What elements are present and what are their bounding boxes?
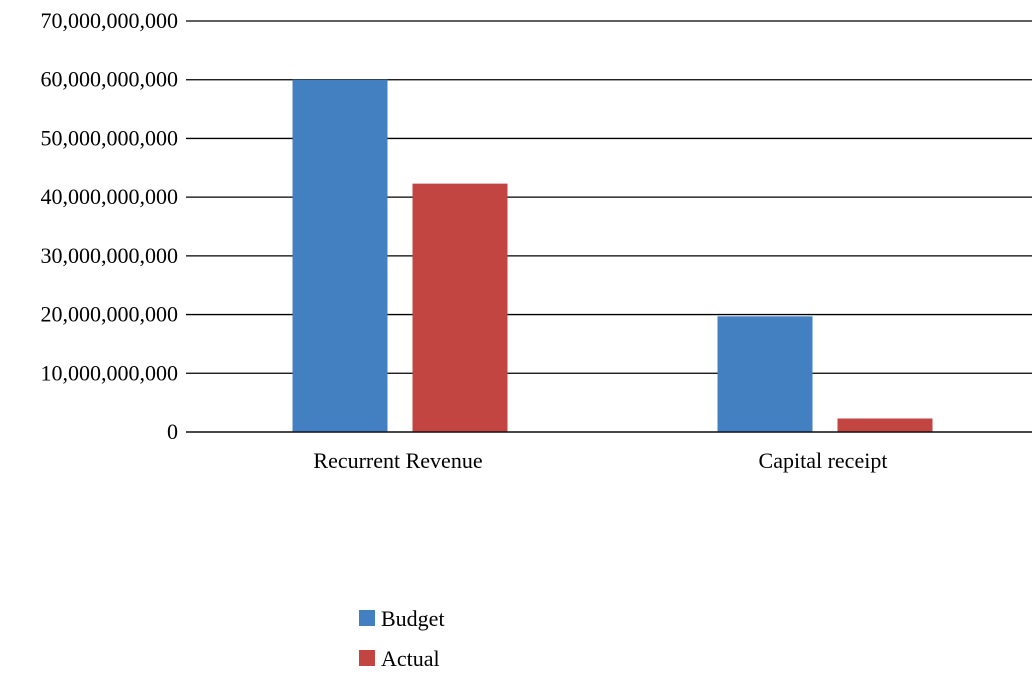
bars (292, 79, 933, 432)
category-label: Capital receipt (759, 448, 888, 473)
bar-budget-capital-receipt (717, 316, 813, 432)
legend-label: Budget (381, 606, 445, 631)
legend-item-budget: Budget (359, 606, 445, 631)
bar-actual-recurrent-revenue (412, 183, 508, 432)
legend-swatch (359, 610, 375, 626)
legend-item-actual: Actual (359, 646, 440, 671)
category-label: Recurrent Revenue (313, 448, 482, 473)
y-tick-label: 10,000,000,000 (41, 360, 179, 385)
bar-actual-capital-receipt (837, 418, 933, 432)
legend-label: Actual (381, 646, 440, 671)
y-tick-label: 50,000,000,000 (41, 125, 179, 150)
y-tick-label: 40,000,000,000 (41, 184, 179, 209)
y-tick-label: 30,000,000,000 (41, 243, 179, 268)
y-tick-label: 20,000,000,000 (41, 302, 179, 327)
y-tick-label: 0 (167, 419, 178, 444)
y-axis-tick-labels: 0 10,000,000,000 20,000,000,000 30,000,000,… (41, 8, 179, 444)
legend-swatch (359, 650, 375, 666)
legend: Budget Actual (359, 606, 445, 671)
category-labels: Recurrent Revenue Capital receipt (186, 431, 1032, 473)
y-tick-label: 70,000,000,000 (41, 8, 179, 33)
bar-budget-recurrent-revenue (292, 79, 388, 432)
y-tick-label: 60,000,000,000 (41, 67, 179, 92)
